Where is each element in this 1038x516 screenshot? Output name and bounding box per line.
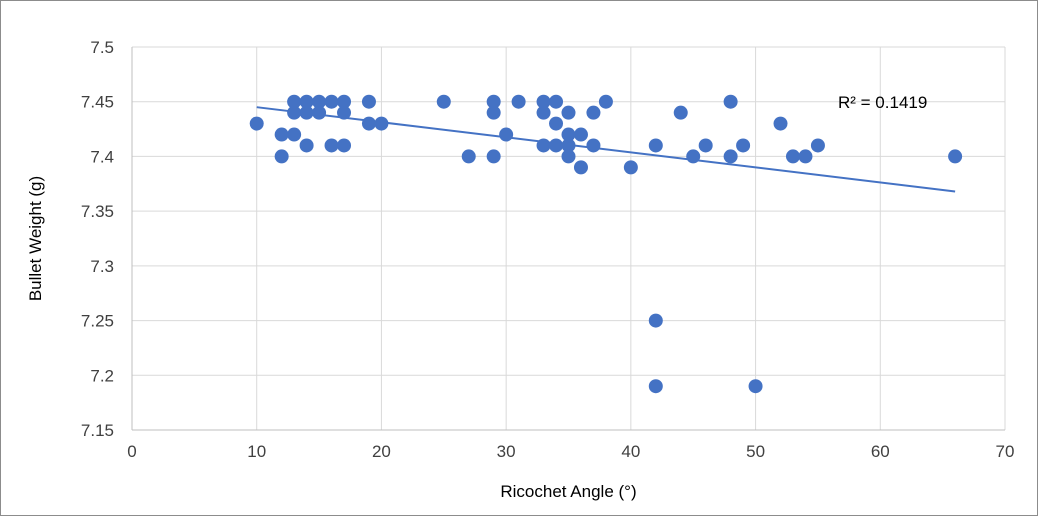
data-point: [299, 94, 314, 109]
data-point: [798, 149, 813, 164]
data-point: [586, 138, 601, 153]
data-point: [511, 94, 526, 109]
data-point: [561, 105, 576, 120]
data-point: [673, 105, 688, 120]
x-tick-label: 20: [372, 442, 391, 461]
data-point: [686, 149, 701, 164]
data-point: [723, 94, 738, 109]
tick-labels: 0 10 20 30 40 50 60 70 7.15 7.2 7.25 7.3 7.35 7.4 7.45…: [81, 38, 1015, 461]
data-point: [948, 149, 963, 164]
data-point: [573, 160, 588, 175]
data-point: [549, 116, 564, 131]
data-point: [299, 105, 314, 120]
data-point: [312, 105, 327, 120]
y-axis-title: Bullet Weight (g): [26, 176, 45, 301]
data-point: [549, 138, 564, 153]
x-tick-label: 30: [497, 442, 516, 461]
x-tick-label: 70: [996, 442, 1015, 461]
y-tick-label: 7.3: [90, 257, 114, 276]
x-axis-title: Ricochet Angle (°): [500, 482, 636, 501]
y-tick-label: 7.35: [81, 202, 114, 221]
data-point: [586, 105, 601, 120]
data-point: [573, 127, 588, 142]
data-point: [324, 138, 339, 153]
data-point: [773, 116, 788, 131]
data-point: [698, 138, 713, 153]
y-tick-label: 7.15: [81, 421, 114, 440]
data-point: [324, 94, 339, 109]
data-point: [486, 105, 501, 120]
data-point: [536, 138, 551, 153]
data-point: [499, 127, 514, 142]
data-point: [274, 149, 289, 164]
data-point: [648, 379, 663, 394]
data-point: [810, 138, 825, 153]
data-point: [361, 116, 376, 131]
data-point: [561, 149, 576, 164]
data-point: [249, 116, 264, 131]
data-point: [461, 149, 476, 164]
x-tick-label: 40: [621, 442, 640, 461]
x-tick-label: 0: [127, 442, 136, 461]
data-point: [536, 94, 551, 109]
y-tick-label: 7.4: [90, 147, 114, 166]
data-point: [299, 138, 314, 153]
data-point: [648, 138, 663, 153]
data-point: [337, 138, 352, 153]
gridlines: [132, 46, 1006, 430]
data-point: [337, 105, 352, 120]
data-point: [623, 160, 638, 175]
data-point: [748, 379, 763, 394]
data-point: [337, 94, 352, 109]
data-point: [785, 149, 800, 164]
x-tick-label: 50: [746, 442, 765, 461]
data-point: [361, 94, 376, 109]
axes: [131, 47, 1005, 431]
r-squared-annotation: R² = 0.1419: [838, 93, 927, 112]
data-point: [274, 127, 289, 142]
data-point: [312, 94, 327, 109]
y-tick-label: 7.45: [81, 93, 114, 112]
x-tick-label: 10: [247, 442, 266, 461]
data-point: [598, 94, 613, 109]
data-point: [374, 116, 389, 131]
y-tick-label: 7.5: [90, 38, 114, 57]
trendline: [256, 106, 956, 193]
data-point: [549, 94, 564, 109]
data-point: [736, 138, 751, 153]
data-point: [561, 127, 576, 142]
trendline-group: [256, 106, 956, 193]
data-point: [486, 94, 501, 109]
x-tick-label: 60: [871, 442, 890, 461]
data-point: [561, 138, 576, 153]
y-tick-label: 7.25: [81, 312, 114, 331]
data-points: [249, 94, 963, 394]
y-tick-label: 7.2: [90, 366, 114, 385]
data-point: [436, 94, 451, 109]
data-point: [287, 127, 302, 142]
data-point: [648, 313, 663, 328]
data-point: [486, 149, 501, 164]
data-point: [536, 105, 551, 120]
data-point: [723, 149, 738, 164]
data-point: [287, 94, 302, 109]
data-point: [287, 105, 302, 120]
